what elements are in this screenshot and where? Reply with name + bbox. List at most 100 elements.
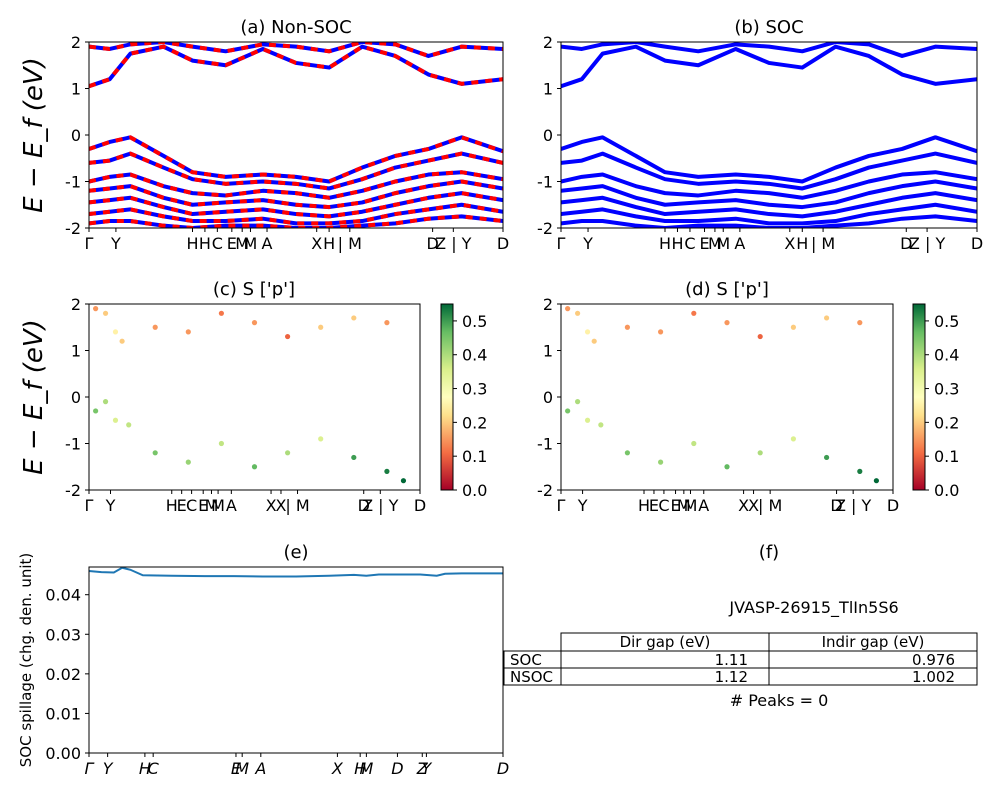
panel-d-xtick-label: Z | Y bbox=[835, 496, 872, 515]
panel-d-point bbox=[824, 315, 830, 321]
panel-d-ytick-label: 2 bbox=[543, 295, 553, 314]
panel-d-point bbox=[658, 329, 664, 335]
panel-d-frame bbox=[560, 303, 894, 491]
panel-d-colorbar bbox=[912, 303, 926, 491]
panel-c-point bbox=[384, 468, 390, 474]
panel-d-point bbox=[575, 399, 581, 405]
panel-c-yticks: -2 -1 0 1 2 bbox=[65, 295, 89, 500]
panel-d-point bbox=[790, 324, 797, 330]
panel-c-xtick-label: E bbox=[177, 496, 187, 515]
panel-e-xtick-label: Y bbox=[103, 759, 114, 778]
panel-d-point bbox=[584, 329, 591, 335]
panel-e-xticks: Γ Y HC EM A X HM D ZY D bbox=[85, 753, 509, 778]
panel-a-xtick-label: H bbox=[199, 234, 211, 253]
panel-c-xtick-label: Y bbox=[105, 496, 116, 515]
panel-e-xtick-label: Y bbox=[422, 759, 433, 778]
panel-a-band-dash bbox=[89, 170, 503, 200]
table-header-dir-gap: Dir gap (eV) bbox=[620, 633, 711, 651]
panel-c-point bbox=[351, 315, 357, 321]
panel-d-xtick-label: Y bbox=[577, 496, 588, 515]
panel-d-point bbox=[624, 324, 631, 330]
panel-a-ytick-label: -1 bbox=[65, 173, 81, 192]
panel-c-point bbox=[112, 329, 119, 335]
panel-c-xtick-label: X bbox=[266, 496, 277, 515]
panel-d-point bbox=[565, 306, 571, 312]
panel-d-colorbar-tick-label: 0.5 bbox=[934, 312, 959, 331]
panel-a-band-dash bbox=[89, 202, 503, 226]
panel-b-ytick-label: 0 bbox=[543, 126, 553, 145]
panel-a-ylabel: E − E_f (eV) bbox=[19, 57, 49, 213]
panel-c-point bbox=[152, 450, 158, 456]
panel-a-band-dash bbox=[89, 44, 503, 89]
panel-e-ytick-label: 0.04 bbox=[45, 586, 81, 605]
panel-c-point bbox=[351, 454, 357, 461]
panel-e-xtick-label: Z bbox=[416, 759, 429, 778]
panel-c-xtick-label: M bbox=[205, 496, 219, 515]
panel-c-colorbar-tick-label: 0.0 bbox=[462, 481, 487, 500]
panel-b-yticks: -2 -1 0 1 2 bbox=[537, 33, 561, 238]
panel-c-xtick-label: D bbox=[414, 496, 426, 515]
panel-c-xtick-label: M bbox=[211, 496, 225, 515]
panel-c-title: (c) S ['p'] bbox=[213, 279, 295, 300]
panel-a-band-dash bbox=[89, 191, 503, 219]
panel-b-ytick-label: 2 bbox=[543, 33, 553, 52]
panel-d-colorbar-tick-label: 0.2 bbox=[934, 413, 959, 432]
panel-a-xtick-label: H bbox=[186, 234, 198, 253]
panel-c-point bbox=[285, 333, 291, 340]
panel-b-xtick-label: M bbox=[708, 234, 722, 253]
panel-c-frame bbox=[88, 303, 421, 491]
panel-d-colorbar-tick-label: 0.3 bbox=[934, 380, 959, 399]
panel-d-xtick-label: D bbox=[887, 496, 899, 515]
panel-b-xtick-label: H bbox=[659, 234, 671, 253]
panel-c-points bbox=[93, 306, 407, 484]
panel-b-band-line bbox=[561, 179, 977, 210]
panel-a-xtick-label: C bbox=[212, 234, 223, 253]
panel-b-band-line bbox=[561, 135, 977, 184]
panel-d-point bbox=[757, 333, 763, 340]
panel-b-ytick-label: -2 bbox=[537, 219, 553, 238]
panel-a-xtick-label: | M bbox=[338, 234, 362, 253]
panel-d-ytick-label: -2 bbox=[537, 481, 553, 500]
panel-d-xtick-label: A bbox=[698, 496, 709, 515]
panel-b-band-line bbox=[561, 42, 977, 58]
panel-a-ytick-label: 0 bbox=[71, 126, 81, 145]
panel-b-xtick-label: Y bbox=[582, 234, 593, 253]
panel-c-point bbox=[218, 310, 224, 316]
panel-a-bands bbox=[89, 42, 503, 228]
panel-b-xtick-label: Γ bbox=[557, 234, 566, 253]
panel-d-xtick-label: Γ bbox=[557, 496, 566, 515]
panel-b-band-line bbox=[561, 44, 977, 89]
panel-b-xtick-label: H bbox=[796, 234, 808, 253]
panel-d-xtick-label: D bbox=[830, 496, 842, 515]
panel-d-point bbox=[757, 450, 763, 456]
panel-e-xtick-label: E bbox=[231, 759, 242, 778]
panel-b-band-line bbox=[561, 214, 977, 228]
panel-d-xtick-label: C bbox=[658, 496, 669, 515]
panel-c-point bbox=[126, 422, 132, 428]
panel-d-ytick-label: 0 bbox=[543, 388, 553, 407]
panel-a-ytick-label: 2 bbox=[71, 33, 81, 52]
panel-b-xtick-label: H bbox=[671, 234, 683, 253]
panel-c-colorbar bbox=[440, 303, 454, 491]
panel-f-title: (f) bbox=[759, 542, 779, 563]
panel-d-colorbar-tick-label: 0.0 bbox=[934, 481, 959, 500]
panel-d-colorbar-tick-label: 0.1 bbox=[934, 447, 959, 466]
panel-d-point bbox=[658, 459, 664, 465]
panel-b-band-line bbox=[561, 202, 977, 226]
panel-e-xtick-label: A bbox=[254, 759, 266, 778]
panel-a-xtick-label: D bbox=[426, 234, 438, 253]
panel-b-xtick-label: D bbox=[971, 234, 983, 253]
panel-b-xtick-label: C bbox=[684, 234, 695, 253]
panel-e-xtick-label: D bbox=[391, 759, 403, 778]
panel-c-colorbar-tick-label: 0.1 bbox=[462, 447, 487, 466]
panel-c-point bbox=[251, 464, 258, 470]
panel-b-xtick-label: Z | Y bbox=[909, 234, 946, 253]
table-row-nsoc-indir: 1.002 bbox=[912, 668, 955, 686]
panel-c-xtick-label: Γ bbox=[85, 496, 94, 515]
panel-c-xtick-label: A bbox=[226, 496, 237, 515]
